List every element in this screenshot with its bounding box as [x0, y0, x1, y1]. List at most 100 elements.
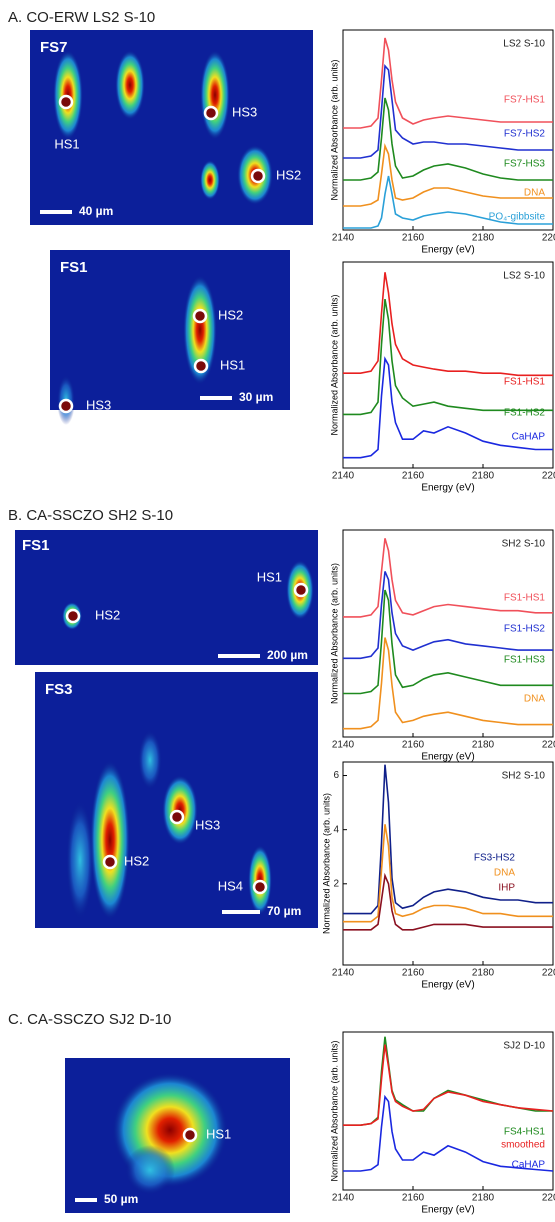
hotspot-glow — [200, 50, 230, 140]
scale-label: 50 µm — [104, 1192, 138, 1206]
scale-label: 30 µm — [239, 390, 273, 404]
y-tick-label: 6 — [333, 770, 339, 781]
section-title: A. CO-ERW LS2 S-10 — [8, 9, 155, 26]
spectrum-line — [343, 872, 553, 931]
scale-label: 200 µm — [267, 648, 308, 662]
spot-label: HS2 — [124, 853, 149, 868]
x-tick-label: 2160 — [402, 968, 425, 979]
hotspot-glow — [162, 775, 198, 845]
map-title: FS3 — [45, 681, 73, 698]
legend-label: FS7-HS1 — [504, 95, 546, 106]
spot-label: HS2 — [95, 607, 120, 622]
spot-label: HS1 — [206, 1126, 231, 1141]
spectrum-line — [343, 143, 553, 207]
spot-marker — [252, 879, 268, 895]
map-title: FS1 — [60, 259, 88, 276]
spectrum-line — [343, 37, 553, 129]
spectrum-line — [343, 356, 553, 459]
legend-label: CaHAP — [512, 1160, 546, 1171]
hotspot-glow — [115, 50, 145, 120]
x-tick-label: 2140 — [332, 233, 355, 244]
map-panel: FS3 HS2 HS3 HS4 70 µm — [35, 672, 318, 928]
section-title: C. CA-SSCZO SJ2 D-10 — [8, 1011, 171, 1028]
legend-label: smoothed — [501, 1140, 545, 1151]
legend-label: CaHAP — [512, 432, 546, 443]
x-axis-label: Energy (eV) — [421, 980, 474, 991]
map-title: FS7 — [40, 39, 68, 56]
legend-label: FS1-HS1 — [504, 377, 546, 388]
spectrum-line — [343, 64, 553, 159]
x-tick-label: 2180 — [472, 968, 495, 979]
x-tick-label: 2160 — [402, 740, 425, 751]
x-tick-label: 2140 — [332, 1193, 355, 1204]
spot-label: HS2 — [218, 307, 243, 322]
spot-marker — [203, 105, 219, 121]
spot-marker — [102, 854, 118, 870]
legend-label: FS1-HS1 — [504, 593, 546, 604]
map-panel: FS1 HS1 HS2 200 µm — [15, 530, 318, 665]
chart-annotation: LS2 S-10 — [503, 271, 545, 282]
spectrum-line — [343, 571, 553, 660]
y-axis-label: Normalized Absorbance (arb. units) — [329, 1040, 339, 1181]
x-tick-label: 2160 — [402, 1193, 425, 1204]
legend-label: DNA — [494, 868, 515, 879]
map-background — [50, 250, 290, 410]
spot-marker — [58, 94, 74, 110]
spectrum-line — [343, 1094, 554, 1172]
spectrum-line — [343, 175, 553, 229]
legend-label: FS4-HS1 — [504, 1127, 546, 1138]
spot-label: HS3 — [195, 817, 220, 832]
spectrum-line — [343, 298, 553, 416]
spot-label: HS1 — [220, 357, 245, 372]
map-title: FS1 — [22, 537, 50, 554]
hotspot-glow — [53, 50, 83, 140]
spot-marker — [293, 582, 309, 598]
y-axis-label: Normalized Absorbance (arb. units) — [329, 294, 339, 435]
spectrum-line — [343, 637, 553, 730]
legend-label: FS7-HS2 — [504, 129, 546, 140]
x-tick-label: 2140 — [332, 471, 355, 482]
y-axis-label: Normalized Absorbance (arb. units) — [321, 793, 331, 934]
legend-label: DNA — [524, 694, 545, 705]
x-tick-label: 2180 — [472, 233, 495, 244]
spot-label: HS2 — [276, 167, 301, 182]
map-panel: FS7 HS1 HS3 HS2 40 µm — [30, 30, 313, 225]
legend-label: FS1-HS3 — [504, 655, 546, 666]
legend-label: FS7-HS3 — [504, 159, 546, 170]
spectrum-line — [343, 1044, 554, 1126]
x-tick-label: 2160 — [402, 233, 425, 244]
y-axis-label: Normalized Absorbance (arb. units) — [329, 563, 339, 704]
spot-marker — [65, 608, 81, 624]
y-axis-label: Normalized Absorbance (arb. units) — [329, 59, 339, 200]
y-tick-label: 4 — [333, 824, 339, 835]
spot-marker — [193, 358, 209, 374]
chart-annotation: SH2 S-10 — [502, 771, 546, 782]
spectrum-line — [343, 97, 553, 181]
spot-marker — [250, 168, 266, 184]
legend-label: FS1-HS2 — [504, 624, 546, 635]
legend-label: DNA — [524, 188, 545, 199]
hotspot-glow — [200, 160, 220, 200]
spectrum-line — [343, 824, 553, 923]
hotspot-glow — [66, 800, 94, 920]
legend-label: FS3-HS2 — [474, 853, 516, 864]
legend-label: PO₄-gibbsite — [489, 212, 546, 223]
spot-marker — [182, 1127, 198, 1143]
spot-marker — [58, 398, 74, 414]
x-tick-label: 2140 — [332, 968, 355, 979]
spot-label: HS3 — [86, 397, 111, 412]
plot-frame — [342, 529, 554, 738]
x-tick-label: 2160 — [402, 471, 425, 482]
hotspot-glow — [138, 730, 162, 790]
spectrum-line — [343, 538, 553, 618]
spot-marker — [169, 809, 185, 825]
map-background — [15, 530, 318, 665]
plot-frame — [342, 29, 554, 231]
spectrum-line — [343, 589, 553, 695]
legend-label: IHP — [498, 883, 515, 894]
